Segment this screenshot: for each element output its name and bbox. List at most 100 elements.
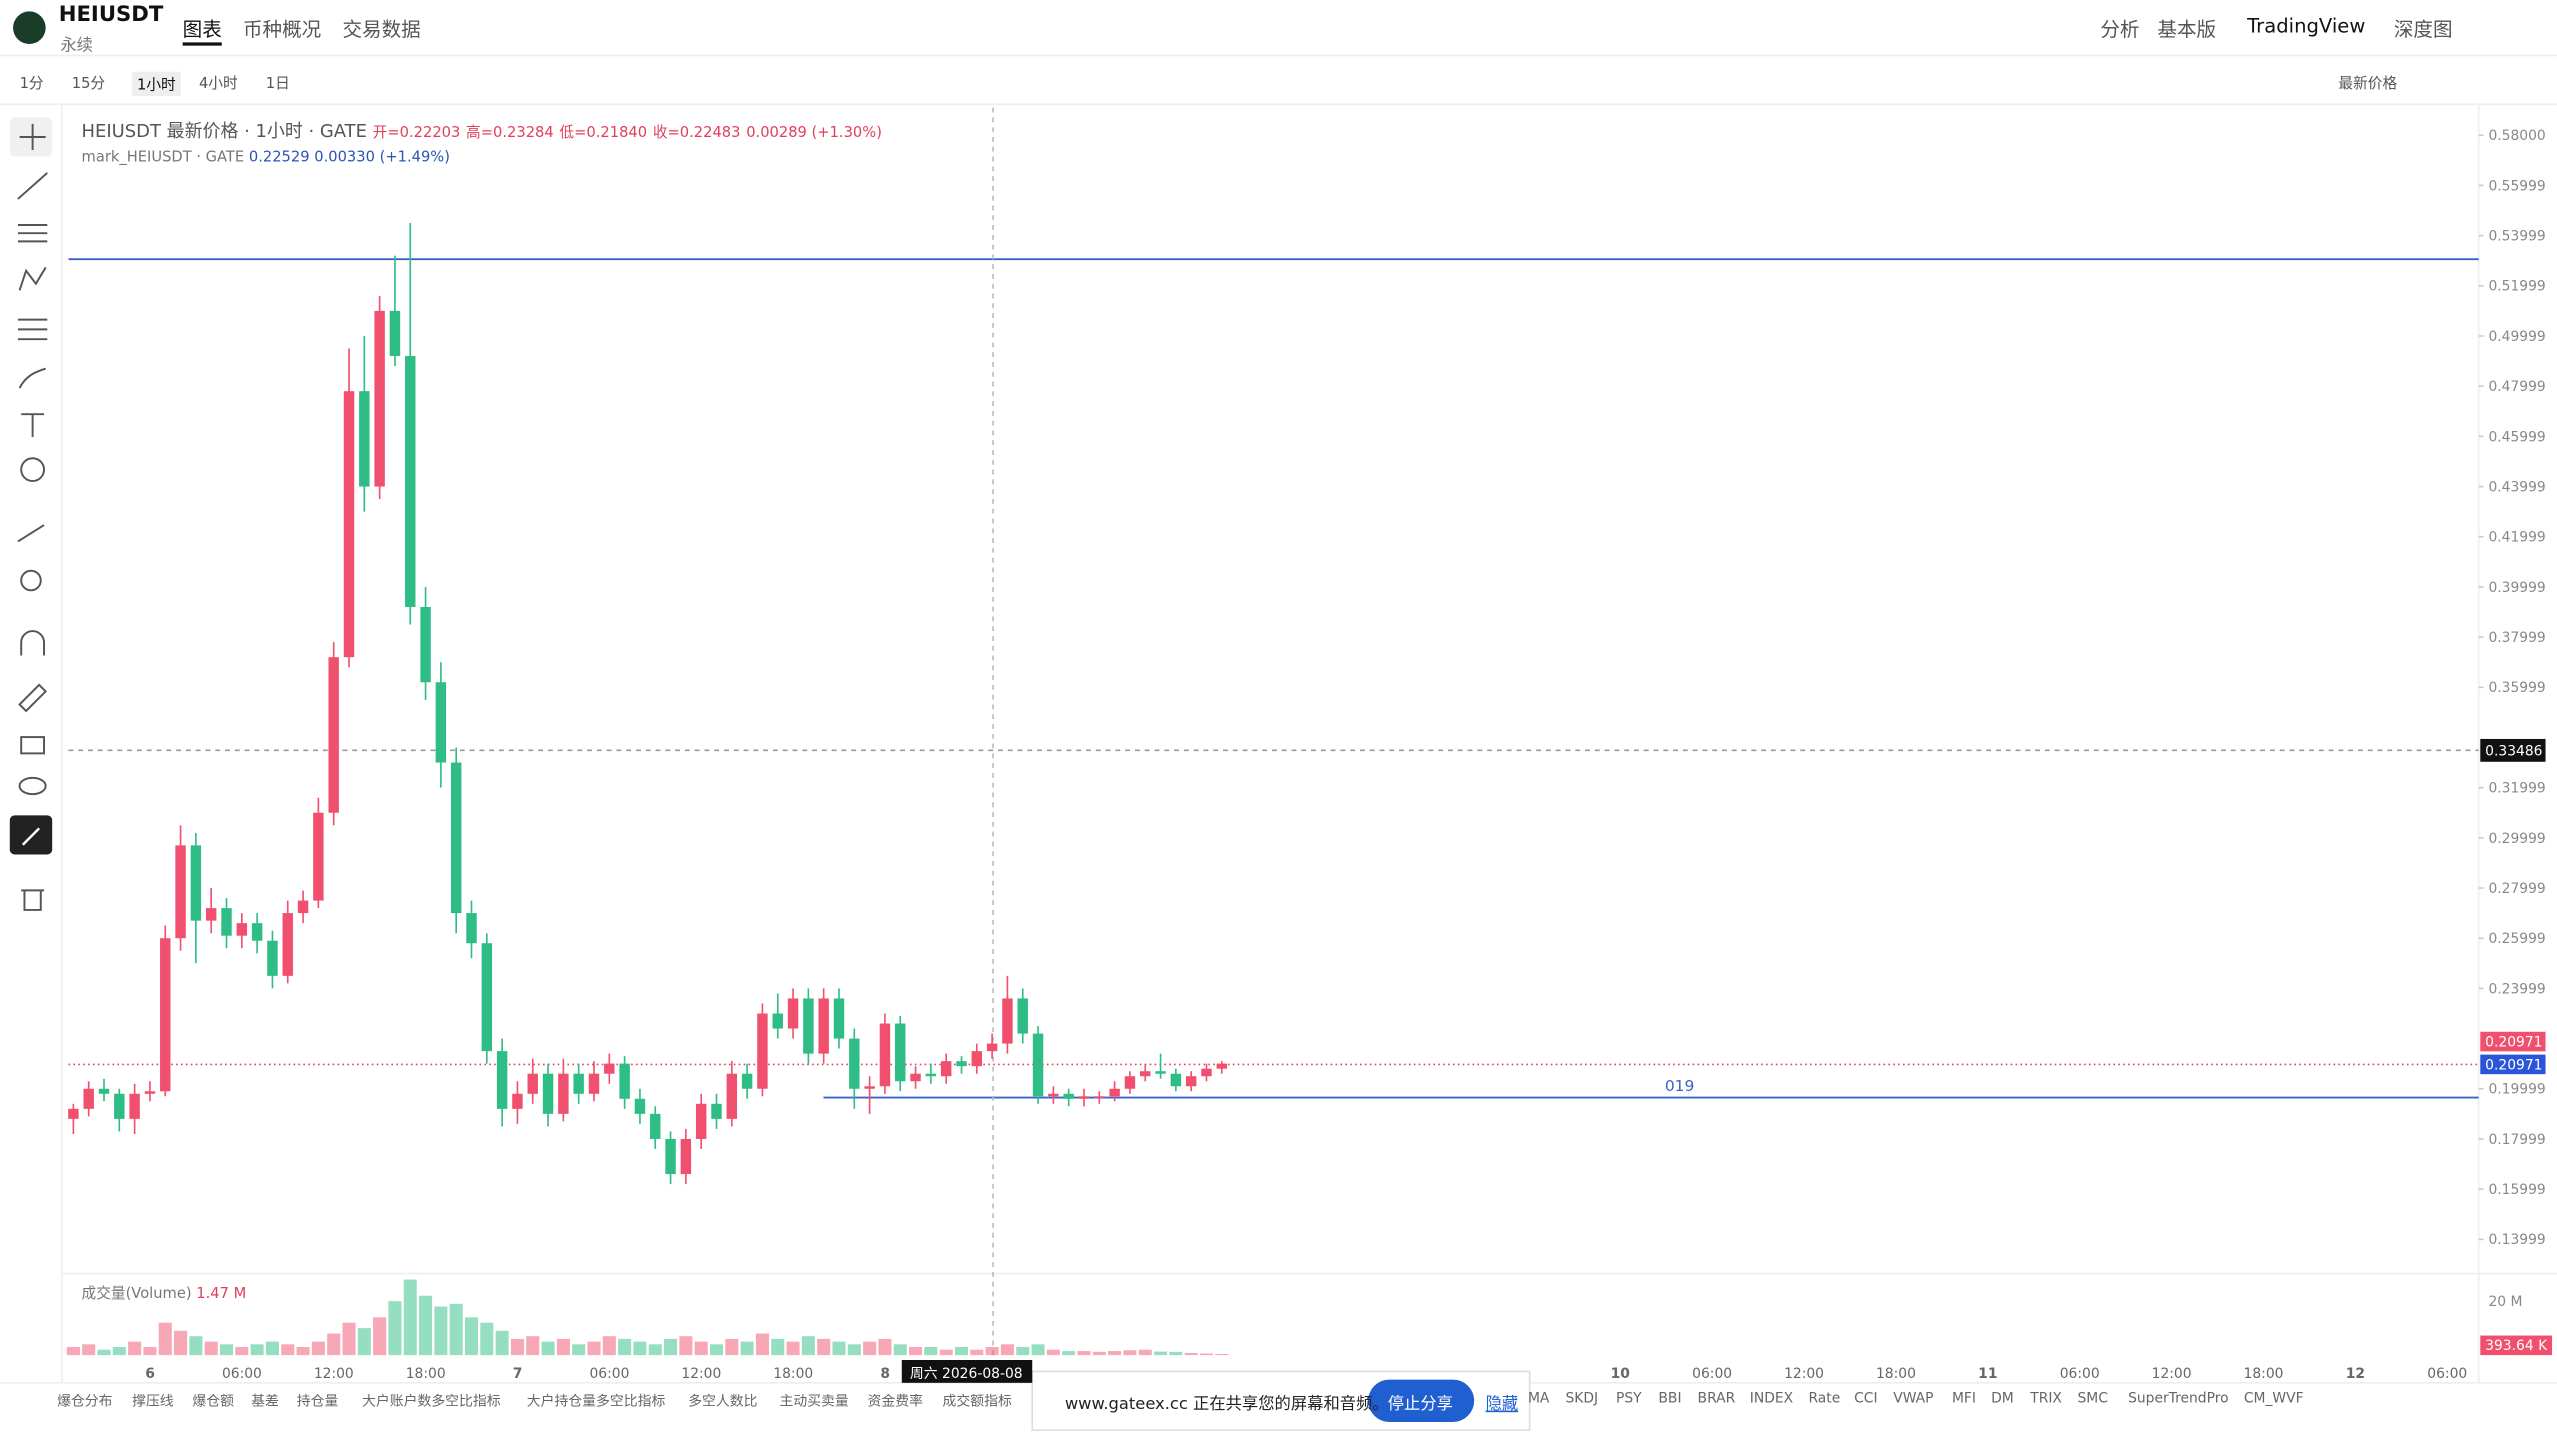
price-source[interactable]: 最新价格: [2338, 76, 2398, 93]
legend-low: 低=0.21840: [559, 125, 648, 142]
indicator[interactable]: 多空人数比: [688, 1394, 758, 1411]
indicator[interactable]: SMC: [2077, 1390, 2108, 1408]
volume-bar: [618, 1338, 632, 1356]
candle-body: [359, 391, 370, 487]
tool[interactable]: [20, 457, 46, 483]
y-tick-label: 0.58000: [2488, 128, 2545, 144]
candle-body: [267, 940, 278, 976]
interval[interactable]: 1小时: [132, 71, 181, 97]
indicator[interactable]: 大户持仓量多空比指标: [526, 1394, 666, 1411]
tab[interactable]: 币种概况: [242, 17, 322, 41]
indicator[interactable]: VWAP: [1893, 1390, 1934, 1408]
indicator[interactable]: SKDJ: [1565, 1390, 1599, 1408]
indicator[interactable]: INDEX: [1749, 1390, 1794, 1408]
indicator[interactable]: 撑压线: [132, 1394, 174, 1411]
y-tick-label: 0.19999: [2488, 1082, 2545, 1098]
tool[interactable]: [20, 630, 46, 656]
x-tick-label: 12:00: [2152, 1366, 2192, 1382]
volume-bar: [189, 1336, 203, 1356]
top-link[interactable]: 深度图: [2393, 17, 2453, 41]
tool[interactable]: [17, 172, 48, 200]
tool[interactable]: [19, 123, 46, 151]
legend-high: 高=0.23284: [466, 125, 554, 142]
stop-button[interactable]: [1368, 1379, 1475, 1422]
top-link[interactable]: 分析: [2100, 17, 2140, 41]
indicator[interactable]: MA: [1527, 1390, 1550, 1408]
tab[interactable]: 图表: [182, 15, 222, 46]
indicator[interactable]: CCI: [1854, 1390, 1878, 1408]
interval[interactable]: 1分: [19, 76, 44, 93]
y-tick-label: 0.45999: [2488, 429, 2545, 445]
indicator[interactable]: DM: [1991, 1390, 2014, 1408]
indicator[interactable]: CM_WVF: [2243, 1390, 2304, 1408]
volume-bar: [909, 1347, 923, 1356]
tool[interactable]: [20, 736, 46, 755]
tab[interactable]: 交易数据: [342, 17, 421, 41]
stop-share[interactable]: 停止分享: [1387, 1395, 1453, 1414]
tool[interactable]: [20, 569, 42, 592]
tool[interactable]: [18, 266, 47, 291]
tool[interactable]: [21, 827, 41, 846]
volume-bar: [495, 1330, 509, 1356]
volume-bar: [755, 1333, 769, 1356]
indicator[interactable]: MFI: [1951, 1390, 1976, 1408]
candle-body: [833, 998, 845, 1039]
mark-price: 0.20971: [2485, 1057, 2542, 1073]
indicator[interactable]: BRAR: [1697, 1390, 1736, 1408]
volume-bar: [725, 1338, 739, 1356]
tool[interactable]: [18, 683, 48, 713]
indicator[interactable]: 资金费率: [867, 1394, 924, 1411]
volume-bar: [771, 1338, 785, 1356]
candle-body: [129, 1093, 140, 1119]
candle-body: [68, 1108, 79, 1119]
volume-bar: [1000, 1344, 1014, 1356]
hide-share[interactable]: 隐藏: [1485, 1395, 1519, 1414]
candle-body: [160, 938, 171, 1092]
tool[interactable]: [21, 889, 45, 911]
volume-bar: [235, 1347, 249, 1356]
volume-value: 1.47 M: [196, 1286, 247, 1303]
top-link[interactable]: TradingView: [2247, 14, 2366, 38]
candle-body: [251, 923, 263, 941]
x-tick-label: 18:00: [1876, 1366, 1916, 1382]
candle-body: [986, 1043, 998, 1052]
indicator[interactable]: PSY: [1616, 1390, 1642, 1408]
interval[interactable]: 1日: [265, 76, 290, 93]
indicator[interactable]: 爆仓额: [192, 1394, 235, 1411]
candle-body: [741, 1073, 753, 1089]
tool[interactable]: [17, 524, 45, 543]
candle-body: [925, 1073, 937, 1077]
indicator[interactable]: BBI: [1658, 1390, 1682, 1408]
tool[interactable]: [17, 224, 48, 243]
candle-body: [971, 1051, 983, 1067]
indicator[interactable]: 主动买卖量: [779, 1394, 849, 1411]
tool[interactable]: [18, 367, 46, 389]
y-tick-label: 0.27999: [2488, 881, 2545, 897]
tool[interactable]: [21, 413, 45, 438]
tool[interactable]: [18, 776, 47, 796]
indicator[interactable]: 成交额指标: [942, 1394, 1012, 1411]
drawing-tools[interactable]: [9, 117, 53, 911]
tool[interactable]: [17, 318, 48, 341]
volume-bar: [128, 1341, 142, 1356]
top-link[interactable]: 基本版: [2157, 17, 2217, 41]
candle-body: [144, 1091, 156, 1094]
volume-bar: [817, 1338, 831, 1356]
volume-bar: [1138, 1349, 1152, 1356]
indicator[interactable]: 大户账户数多空比指标: [362, 1394, 501, 1411]
interval[interactable]: 15分: [71, 76, 106, 93]
indicator[interactable]: SuperTrendPro: [2128, 1390, 2229, 1408]
indicator[interactable]: Rate: [1808, 1390, 1841, 1408]
candle-body: [1002, 998, 1013, 1044]
mark-name: mark_HEIUSDT · GATE: [81, 150, 245, 167]
symbol[interactable]: HEIUSDT: [58, 3, 164, 28]
legend-text: HEIUSDT 最新价格 · 1小时 · GATE: [81, 120, 367, 142]
indicator[interactable]: 爆仓分布: [57, 1394, 113, 1411]
indicator[interactable]: TRIX: [2030, 1390, 2062, 1408]
volume-bar: [1154, 1351, 1168, 1356]
x-tick-label: 6: [145, 1366, 155, 1382]
volume-bar: [327, 1333, 341, 1356]
indicator[interactable]: 基差: [251, 1394, 279, 1411]
interval[interactable]: 4小时: [198, 76, 238, 93]
indicator[interactable]: 持仓量: [296, 1394, 339, 1411]
